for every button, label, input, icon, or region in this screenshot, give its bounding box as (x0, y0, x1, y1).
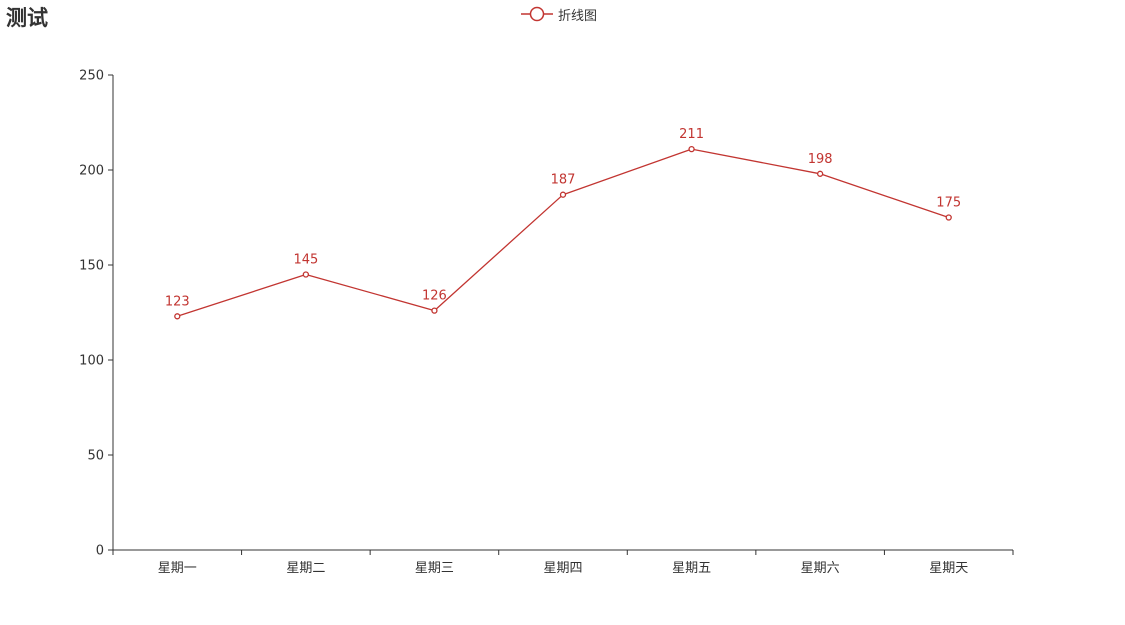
series-group: 123 145 126 187 211 198 175 (165, 127, 961, 320)
data-label: 126 (422, 289, 447, 304)
y-tick-label: 100 (79, 354, 104, 369)
y-tick-label: 200 (79, 164, 104, 179)
legend-label: 折线图 (558, 8, 598, 24)
x-tick-label: 星期四 (543, 561, 582, 576)
y-tick-label: 250 (79, 69, 104, 84)
x-tick-label: 星期三 (415, 561, 454, 576)
legend[interactable]: 折线图 (520, 4, 597, 24)
data-point[interactable] (302, 271, 310, 278)
data-label: 187 (551, 173, 576, 188)
data-label: 211 (679, 127, 704, 142)
data-point[interactable] (431, 307, 438, 314)
x-tick-label: 星期一 (158, 561, 197, 576)
y-axis: 0 50 100 150 200 250 (79, 69, 114, 559)
x-tick-label: 星期二 (286, 561, 325, 576)
chart-title: 测试 (6, 6, 48, 30)
y-tick-label: 0 (96, 544, 104, 559)
x-tick-label: 星期天 (929, 561, 968, 576)
data-point[interactable] (945, 214, 952, 221)
y-tick-label: 50 (87, 449, 104, 464)
x-tick-label: 星期五 (672, 561, 711, 576)
x-tick-label: 星期六 (801, 561, 840, 576)
x-axis: 星期一 星期二 星期三 星期四 星期五 星期六 星期天 (112, 549, 1014, 576)
data-label: 145 (293, 253, 318, 268)
data-point[interactable] (816, 170, 824, 177)
data-point[interactable] (174, 313, 181, 320)
data-point[interactable] (688, 145, 695, 153)
data-label: 198 (808, 152, 833, 167)
data-label: 123 (165, 294, 190, 309)
data-label: 175 (936, 196, 961, 211)
y-tick-label: 150 (79, 259, 104, 274)
legend-line-circle-icon (521, 6, 553, 22)
data-point[interactable] (559, 191, 567, 198)
